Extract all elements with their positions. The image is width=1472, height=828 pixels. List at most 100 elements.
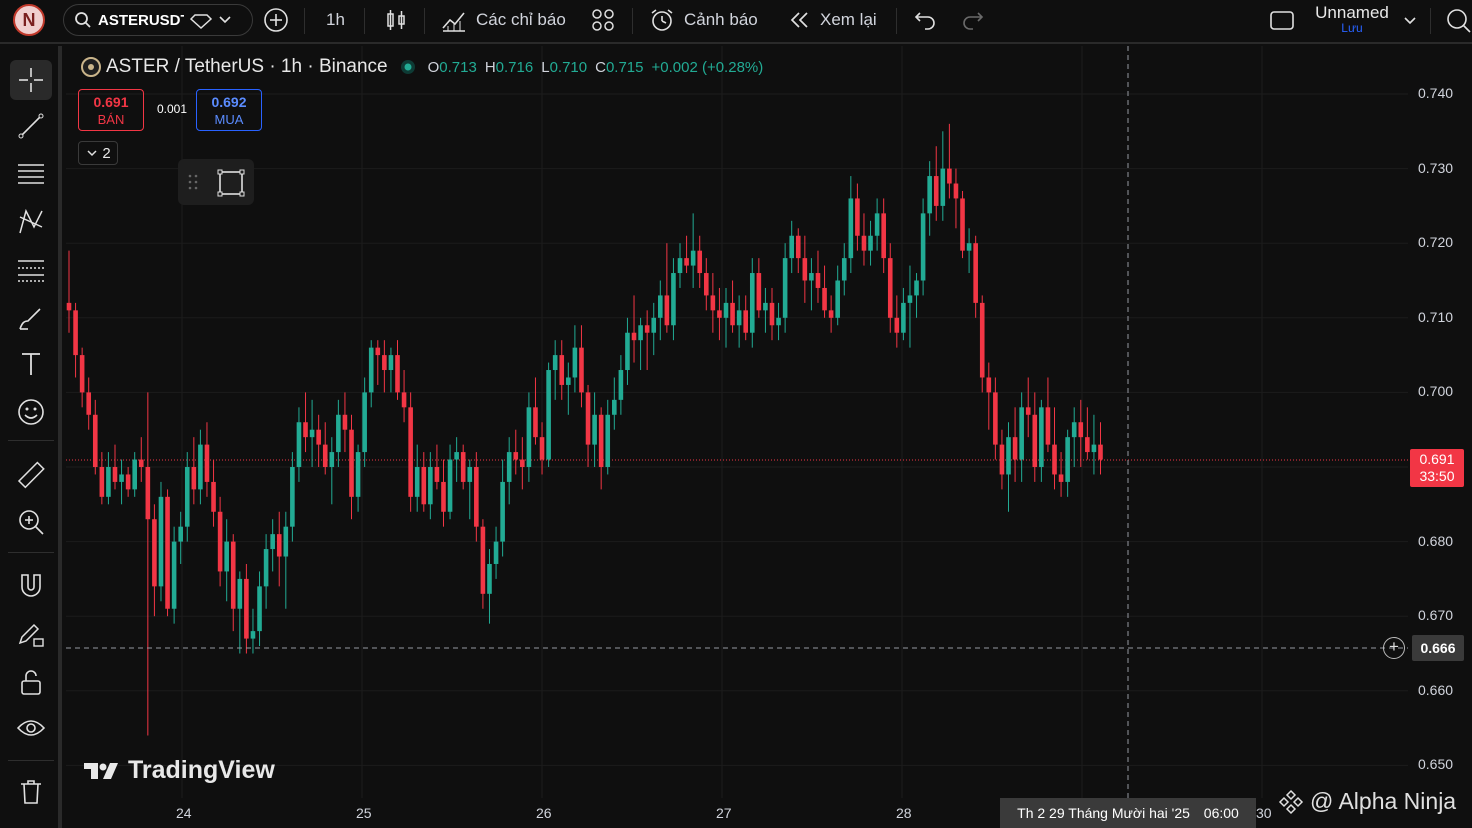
candle-body: [730, 302, 735, 326]
candle-body: [1091, 444, 1097, 453]
lock-drawing-tool[interactable]: [10, 614, 52, 654]
candle-body: [966, 243, 972, 251]
crosshair-icon: [19, 68, 43, 92]
plus-circle-icon: [264, 8, 288, 32]
fib-tool[interactable]: [10, 250, 52, 290]
unlock-tool[interactable]: [10, 662, 52, 702]
candle-body: [441, 481, 446, 512]
candles: [66, 123, 1103, 736]
tradingview-logo[interactable]: TradingView: [82, 756, 275, 785]
rectangle-select-icon[interactable]: [216, 168, 246, 198]
alerts-button[interactable]: Cảnh báo: [648, 0, 758, 40]
candle-body: [901, 302, 906, 333]
candle-body: [651, 317, 657, 333]
price-chart[interactable]: [66, 46, 1408, 798]
candle-body: [947, 168, 952, 184]
divider: [364, 8, 365, 34]
candle-body: [546, 370, 551, 460]
zoom-tool[interactable]: [10, 502, 52, 542]
pattern-tool[interactable]: [10, 202, 52, 242]
layout-menu-button[interactable]: [1400, 0, 1420, 40]
candle-body: [973, 243, 978, 303]
candle-body: [276, 534, 282, 557]
sell-button[interactable]: 0.691 BÁN: [78, 89, 144, 131]
candle-body: [382, 355, 387, 371]
magnet-tool[interactable]: [10, 566, 52, 606]
candle-body: [224, 541, 229, 572]
candle-body: [993, 392, 998, 445]
delete-drawings-tool[interactable]: [10, 772, 52, 812]
candle-body: [1039, 407, 1044, 467]
ohlc-values: O0.713 H0.716 L0.710 C0.715 +0.002 (+0.28%): [427, 58, 764, 76]
layout-name-button[interactable]: [1268, 0, 1296, 40]
candle-body: [809, 273, 814, 281]
candle-body: [112, 467, 118, 482]
divider: [8, 552, 54, 553]
candle-body: [395, 355, 400, 393]
rewind-icon: [790, 12, 808, 28]
candle-body: [198, 444, 203, 490]
brush-tool[interactable]: [10, 298, 52, 338]
diamond-icon[interactable]: [190, 10, 234, 30]
eye-icon: [16, 720, 46, 736]
drag-handle-icon[interactable]: [186, 172, 200, 192]
layout-name[interactable]: Unnamed Lưu: [1315, 3, 1389, 35]
price-tick-label: 0.650: [1418, 756, 1454, 773]
candle-body: [309, 429, 315, 438]
crosshair-tool[interactable]: [10, 60, 52, 100]
divider: [8, 760, 54, 761]
chart-type-button[interactable]: [382, 0, 410, 40]
interval-button[interactable]: 1h: [326, 10, 345, 29]
price-tick-label: 0.680: [1418, 532, 1454, 549]
candle-body: [802, 258, 808, 281]
user-avatar[interactable]: N: [13, 4, 45, 36]
time-tick-label: 28: [896, 805, 912, 821]
indicators-button[interactable]: Các chỉ báo: [440, 0, 566, 40]
candle-body: [290, 467, 295, 527]
candle-body: [244, 578, 249, 639]
candle-body: [999, 444, 1005, 475]
candle-body: [99, 467, 105, 497]
candle-body: [841, 258, 847, 281]
symbol-search[interactable]: ASTERUSDT: [63, 4, 253, 36]
candle-body: [158, 496, 164, 587]
crosshair-price-label: 0.666: [1412, 635, 1464, 661]
candle-body: [487, 563, 492, 594]
text-tool[interactable]: [10, 344, 52, 384]
candle-body: [579, 347, 584, 393]
horizontal-lines-tool[interactable]: [10, 154, 52, 194]
redo-button[interactable]: [960, 0, 986, 40]
layouts-button[interactable]: [590, 0, 616, 40]
quick-search-button[interactable]: [1444, 0, 1472, 40]
candle-body: [671, 273, 676, 326]
collapse-indicators-button[interactable]: 2: [78, 141, 118, 165]
square-icon: [1270, 11, 1294, 30]
candle-body: [592, 414, 597, 445]
candle-body: [408, 407, 413, 497]
candle-body: [217, 511, 223, 572]
candle-body: [1058, 474, 1064, 482]
emoji-tool[interactable]: [10, 392, 52, 432]
market-status-icon: [400, 60, 415, 74]
candle-body: [165, 496, 170, 609]
hide-drawings-tool[interactable]: [10, 708, 52, 748]
candle-body: [250, 631, 256, 639]
grid-icon: [592, 9, 614, 31]
candle-body: [467, 467, 473, 482]
add-symbol-button[interactable]: [262, 0, 290, 40]
candle-body: [92, 414, 98, 467]
price-axis[interactable]: 0.7400.7300.7200.7100.7000.6900.6800.670…: [1408, 46, 1472, 798]
candle-body: [894, 317, 900, 333]
measure-tool[interactable]: [10, 456, 52, 496]
buy-button[interactable]: 0.692 MUA: [196, 89, 262, 131]
candle-body: [539, 437, 545, 460]
trend-line-tool[interactable]: [10, 106, 52, 146]
undo-button[interactable]: [912, 0, 938, 40]
candle-body: [1078, 422, 1084, 438]
candle-body: [230, 541, 236, 609]
add-alert-plus-icon[interactable]: +: [1383, 637, 1405, 659]
candle-body: [644, 325, 650, 333]
candle-body: [776, 317, 781, 326]
symbol-title[interactable]: ASTER / TetherUS · 1h · Binance: [106, 56, 388, 77]
replay-button[interactable]: Xem lại: [788, 0, 877, 40]
